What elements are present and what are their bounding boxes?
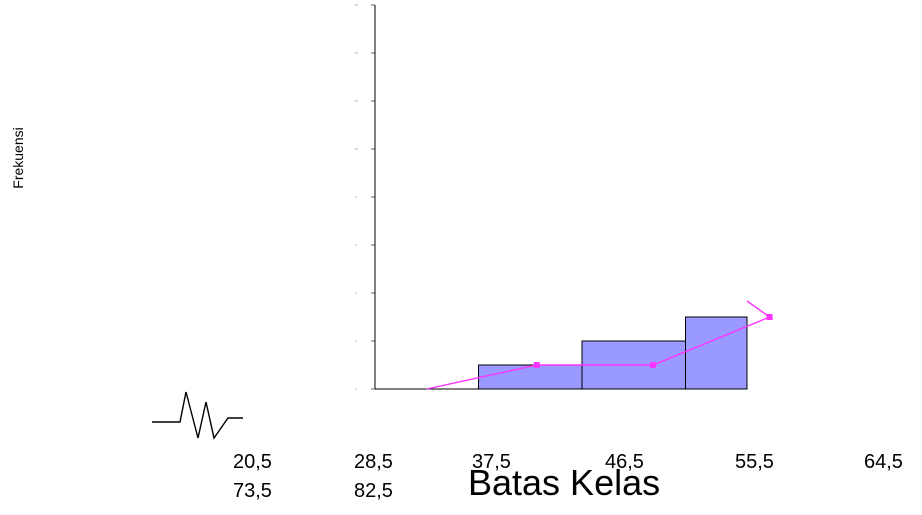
x-tick-label: 20,5 (233, 451, 272, 473)
y-tick-label: 4 (355, 292, 357, 295)
axis-layer: 0 2 4 6 8 10 12 14 16 (355, 4, 747, 391)
axis-break-symbol (152, 391, 243, 440)
histogram-bar (685, 316, 748, 390)
x-tick-label: 37,5 (472, 451, 511, 473)
y-tick-label: 8 (355, 196, 357, 199)
x-tick-label: 82,5 (354, 480, 393, 502)
y-tick-label: 12 (355, 100, 358, 103)
y-tick-label: 14 (355, 52, 358, 55)
y-axis-title: Frekuensi (10, 127, 26, 189)
x-axis-title: Batas Kelas (468, 462, 661, 503)
y-tick-label: 16 (355, 4, 358, 7)
x-tick-label: 64,5 (864, 451, 903, 473)
y-tick-label: 0 (355, 388, 357, 391)
polygon-point (533, 362, 540, 368)
axis-break-zigzag (152, 391, 243, 440)
polygon-point (650, 362, 657, 368)
y-tick-label: 2 (355, 340, 357, 343)
x-tick-label: 55,5 (735, 451, 774, 473)
x-tick-label: 73,5 (233, 480, 272, 502)
x-tick-label: 28,5 (354, 451, 393, 473)
y-tick-label: 6 (355, 244, 357, 247)
bars-layer (478, 316, 748, 390)
frequency-polygon (426, 300, 773, 390)
x-tick-label: 46,5 (605, 451, 644, 473)
polygon-point (766, 314, 773, 320)
y-tick-label: 10 (355, 148, 358, 151)
histogram-bar (478, 364, 583, 390)
